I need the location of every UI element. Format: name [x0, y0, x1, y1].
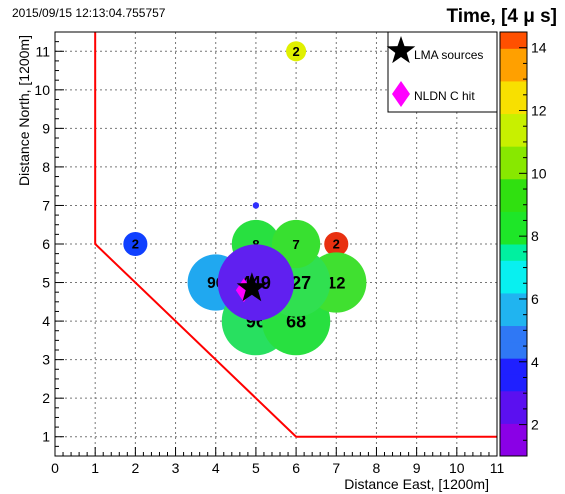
markers-layer	[235, 272, 268, 303]
bubble-point	[252, 202, 260, 209]
colorbar-band	[500, 146, 527, 163]
legend-star-icon	[386, 36, 416, 64]
colorbar-band	[500, 97, 527, 115]
legend-label-lma: LMA sources	[414, 48, 483, 62]
colorbar-frame	[499, 31, 528, 457]
colorbar-band	[500, 244, 527, 261]
x-tick-label: 10	[449, 460, 465, 476]
bubble-count-label: 7	[292, 237, 299, 252]
x-tick-label: 0	[51, 460, 59, 476]
bubble-point	[271, 219, 321, 269]
bubble-count-label: 2	[132, 237, 139, 252]
colorbar: 2 4 6 8 10 12 14	[499, 31, 547, 457]
colorbar-band	[500, 358, 527, 375]
y-tick-label: 7	[42, 197, 50, 213]
x-tick-label: 7	[332, 460, 340, 476]
y-tick-label: 2	[42, 390, 50, 406]
x-tick-label: 5	[252, 460, 260, 476]
colorbar-band	[500, 423, 527, 441]
colorbar-band	[500, 178, 527, 196]
y-tick-label: 6	[42, 236, 50, 252]
colorbar-band	[500, 341, 527, 359]
y-tick-label: 11	[35, 43, 50, 59]
bubble-point	[123, 231, 148, 257]
colorbar-band	[500, 211, 527, 229]
colorbar-band	[500, 260, 527, 278]
colorbar-band	[500, 292, 527, 310]
colorbar-tick-label: 2	[531, 417, 539, 433]
x-tick-label: 2	[131, 460, 139, 476]
colorbar-tick-label: 12	[531, 103, 547, 119]
bubble-point	[217, 244, 295, 321]
y-tick-label: 4	[42, 313, 50, 329]
colorbar-band	[500, 195, 527, 212]
colorbar-band	[500, 113, 527, 131]
colorbar-band	[500, 439, 527, 457]
colorbar-band	[500, 374, 527, 392]
y-tick-label: 10	[34, 82, 50, 98]
x-tick-label: 11	[490, 460, 505, 476]
colorbar-band	[500, 162, 527, 180]
x-tick-label: 3	[172, 460, 180, 476]
bubble-point	[286, 41, 307, 62]
legend-label-nldn: NLDN C hit	[414, 89, 475, 103]
bubble-point	[324, 231, 349, 257]
y-tick-label: 1	[42, 429, 50, 445]
bubble-count-label: 2	[292, 44, 299, 59]
bubble-count-label: 12	[327, 274, 345, 293]
colorbar-tick-label: 10	[531, 165, 547, 181]
y-axis-label: Distance North, [1200m]	[16, 35, 32, 186]
y-tick-label: 9	[42, 120, 50, 136]
colorbar-tick-label: 6	[531, 291, 539, 307]
colorbar-tick-label: 8	[531, 228, 539, 244]
boundary-layer	[94, 32, 497, 438]
y-tick-label: 3	[42, 352, 50, 368]
lma-source-marker	[236, 272, 268, 302]
y-tick-label: 8	[42, 159, 50, 175]
colorbar-band	[500, 80, 527, 98]
colorbar-band	[500, 407, 527, 424]
timestamp-label: 2015/09/15 12:13:04.755757	[12, 6, 166, 20]
colorbar-band	[500, 64, 527, 82]
bubble-count-label: 8	[252, 237, 259, 252]
legend-diamond-icon	[392, 81, 410, 107]
bubble-count-label: 68	[286, 312, 306, 332]
x-axis-label: Distance East, [1200m]	[344, 476, 489, 492]
colorbar-band	[500, 325, 527, 343]
colorbar-band	[500, 32, 527, 49]
colorbar-band	[500, 390, 527, 408]
x-tick-label: 8	[373, 460, 381, 476]
x-tick-label: 4	[212, 460, 220, 476]
colorbar-band	[500, 276, 527, 294]
bubble-count-label: 2	[333, 237, 340, 252]
colorbar-band	[500, 48, 527, 66]
x-tick-label: 9	[413, 460, 421, 476]
legend: LMA sources NLDN C hit	[386, 31, 498, 113]
boundary-line	[94, 32, 497, 438]
x-tick-label: 6	[292, 460, 300, 476]
colorbar-tick-label: 14	[531, 40, 547, 56]
chart-title: Time, [4 μ s]	[446, 6, 557, 27]
x-tick-label: 1	[91, 460, 99, 476]
colorbar-tick-label: 4	[531, 354, 539, 370]
colorbar-band	[500, 309, 527, 327]
colorbar-band	[500, 129, 527, 147]
colorbar-band	[500, 227, 527, 245]
y-tick-label: 5	[42, 275, 50, 291]
